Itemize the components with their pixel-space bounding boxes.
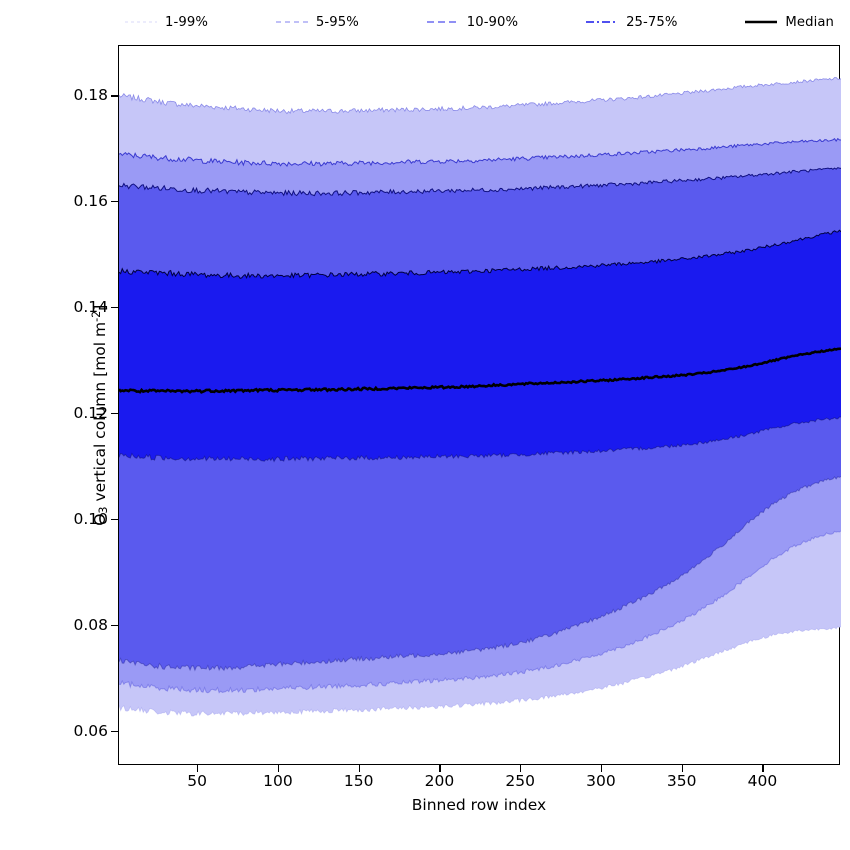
- legend-item-25-75[interactable]: 25-75%: [585, 15, 677, 30]
- percentile-edge-p5: [119, 530, 841, 694]
- legend-label: 1-99%: [165, 14, 208, 30]
- percentile-edge-p90: [119, 167, 841, 197]
- y-tick-label: 0.10: [73, 509, 108, 528]
- y-tick-label: 0.14: [73, 298, 108, 317]
- legend-label: 5-95%: [315, 14, 359, 30]
- legend-line-swatch-icon: [745, 20, 778, 24]
- percentile-edge-p99: [119, 77, 841, 115]
- y-tick-mark: [111, 201, 118, 203]
- x-tick-label: 300: [586, 772, 616, 790]
- legend-line-swatch-icon: [586, 21, 619, 23]
- percentile-edge-p95: [119, 137, 841, 167]
- x-tick-mark: [520, 765, 522, 772]
- x-tick-mark: [762, 765, 764, 772]
- plot-area: [118, 45, 841, 765]
- x-tick-mark: [277, 765, 280, 772]
- y-tick-label: 0.12: [73, 403, 108, 422]
- percentile-band-plot: [119, 77, 841, 717]
- y-tick-mark: [111, 412, 118, 415]
- chart-legend: 1-99% 5-95% 10-90% 25-75% Median: [118, 8, 840, 36]
- median-line: [119, 347, 841, 394]
- percentile-band-25-75: [119, 230, 841, 462]
- legend-label: Median: [785, 14, 834, 30]
- y-tick-mark: [111, 95, 118, 97]
- y-axis-label: O3 vertical column [mol m-2]: [89, 304, 111, 526]
- x-tick-label: 400: [747, 772, 778, 790]
- x-tick-mark: [439, 765, 441, 772]
- x-tick-label: 200: [424, 772, 455, 790]
- legend-label: 25-75%: [626, 14, 678, 30]
- legend-item-median[interactable]: Median: [744, 15, 834, 30]
- legend-line-swatch-icon: [275, 21, 308, 23]
- x-tick-label: 50: [187, 772, 208, 790]
- x-tick-mark: [358, 765, 360, 772]
- y-tick-label: 0.18: [73, 86, 108, 105]
- legend-label: 10-90%: [466, 14, 519, 30]
- y-axis-tick-labels: 0.06 0.08 0.10 0.12 0.14 0.16 0.18: [0, 0, 108, 850]
- x-tick-label: 250: [505, 772, 535, 790]
- y-tick-mark: [111, 307, 118, 309]
- x-axis-label: Binned row index: [411, 796, 547, 814]
- y-tick-label: 0.06: [73, 721, 108, 740]
- legend-item-5-95[interactable]: 5-95%: [275, 15, 359, 30]
- percentile-edge-p10: [119, 476, 841, 672]
- x-tick-label: 350: [666, 772, 697, 790]
- legend-item-10-90[interactable]: 10-90%: [426, 15, 518, 30]
- percentile-edge-p25: [119, 416, 841, 463]
- legend-item-1-99[interactable]: 1-99%: [124, 15, 208, 30]
- y-tick-mark: [111, 518, 118, 521]
- y-tick-mark: [111, 624, 118, 626]
- x-tick-label: 150: [343, 772, 374, 790]
- x-tick-mark: [600, 765, 603, 772]
- x-tick-label: 100: [263, 772, 293, 790]
- legend-line-swatch-icon: [125, 21, 157, 23]
- percentile-edge-p1: [119, 626, 841, 717]
- y-tick-mark: [111, 730, 118, 732]
- percentile-edge-p75: [119, 229, 841, 279]
- x-tick-mark: [197, 765, 199, 772]
- legend-line-swatch-icon: [426, 21, 459, 23]
- y-tick-label: 0.16: [73, 192, 108, 211]
- y-tick-label: 0.08: [73, 615, 108, 634]
- x-tick-mark: [681, 765, 683, 772]
